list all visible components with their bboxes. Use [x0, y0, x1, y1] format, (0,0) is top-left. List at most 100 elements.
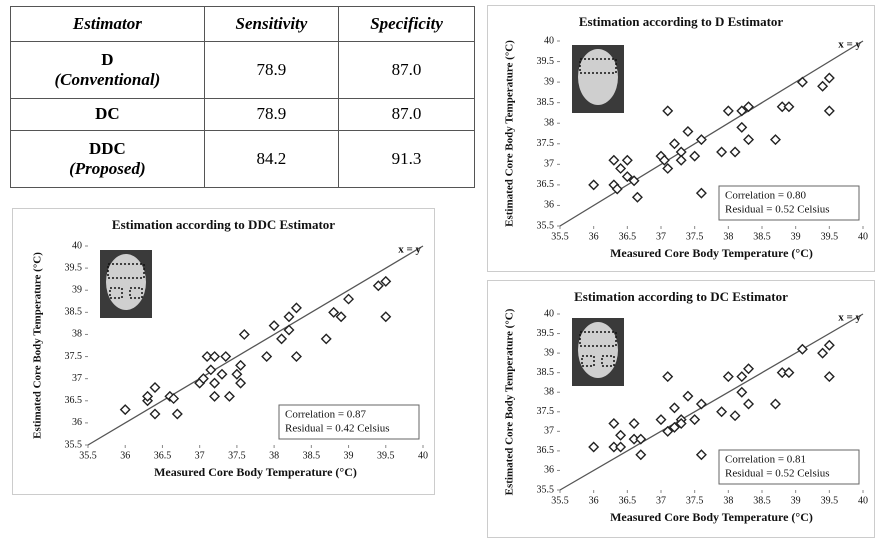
data-point [635, 449, 647, 461]
data-point [736, 105, 748, 117]
data-point [220, 351, 232, 363]
estimator-text: (Conventional) [54, 70, 161, 90]
data-point [722, 105, 734, 117]
data-point [320, 333, 332, 345]
y-tick-label: 39 [72, 285, 82, 296]
identity-line [87, 245, 424, 446]
y-tick-label: 40 [72, 240, 82, 251]
data-point [668, 421, 680, 433]
data-point [695, 398, 707, 410]
data-point [615, 162, 627, 174]
data-point [695, 134, 707, 146]
data-point [695, 187, 707, 199]
data-point [682, 125, 694, 137]
results-table: Estimator Sensitivity Specificity D (Convent… [10, 6, 475, 189]
data-point [615, 429, 627, 441]
value-cell: 87.0 [338, 40, 475, 100]
x-tick-label: 35.5 [551, 231, 569, 242]
x-tick-label: 37.5 [686, 231, 704, 242]
y-tick-label: 37 [72, 373, 82, 384]
data-point [736, 371, 748, 383]
panel-border [487, 280, 875, 538]
header-cell: Estimator [10, 6, 205, 42]
value-cell: 78.9 [203, 98, 340, 131]
data-point [716, 406, 728, 418]
data-point [662, 105, 674, 117]
x-tick-label: 36.5 [154, 450, 172, 461]
data-point [662, 162, 674, 174]
x-tick-label: 40 [858, 231, 868, 242]
data-point [335, 311, 347, 323]
data-point [668, 138, 680, 150]
x-axis-label: Measured Core Body Temperature (°C) [154, 465, 357, 479]
x-tick-label: 38.5 [753, 495, 771, 506]
y-tick-label: 38 [544, 118, 554, 129]
cheek-box [601, 355, 615, 367]
stats-box [718, 185, 860, 221]
data-point [783, 367, 795, 379]
data-point [743, 101, 755, 113]
y-tick-label: 37.5 [65, 351, 83, 362]
data-point [631, 191, 643, 203]
value-cell: 84.2 [203, 129, 340, 189]
data-point [276, 333, 288, 345]
x-tick-label: 36.5 [619, 495, 637, 506]
data-point [608, 418, 620, 430]
data-point [817, 80, 829, 92]
data-point [689, 150, 701, 162]
identity-label: x = y [398, 244, 421, 256]
stats-text: Residual = 0.52 Celsius [725, 468, 830, 480]
x-tick-label: 35.5 [551, 495, 569, 506]
x-tick-label: 37.5 [686, 495, 704, 506]
data-point [736, 386, 748, 398]
data-point [769, 398, 781, 410]
x-tick-label: 39.5 [377, 450, 395, 461]
x-tick-label: 40 [418, 450, 428, 461]
data-point [209, 351, 221, 363]
data-point [743, 363, 755, 375]
forehead-box [579, 58, 617, 74]
identity-line [559, 313, 864, 491]
identity-label: x = y [838, 39, 861, 51]
y-tick-label: 36 [544, 465, 554, 476]
data-point [655, 414, 667, 426]
y-tick-label: 40 [544, 308, 554, 319]
chart-panel: Estimation according to D Estimator35.53… [487, 5, 875, 272]
data-point [283, 324, 295, 336]
data-point [823, 339, 835, 351]
estimator-cell: D (Conventional) [10, 40, 205, 100]
data-point [628, 175, 640, 187]
stats-text: Residual = 0.52 Celsius [725, 204, 830, 216]
data-point [268, 320, 280, 332]
data-point [729, 146, 741, 158]
data-point [628, 418, 640, 430]
stats-box [278, 404, 420, 440]
y-tick-label: 38.5 [537, 367, 555, 378]
x-tick-label: 36 [589, 495, 599, 506]
data-point [743, 134, 755, 146]
y-tick-label: 36 [544, 200, 554, 211]
x-tick-label: 39 [344, 450, 354, 461]
stats-text: Residual = 0.42 Celsius [285, 423, 390, 435]
x-tick-label: 38 [723, 231, 733, 242]
stats-box [718, 449, 860, 485]
data-point [743, 398, 755, 410]
y-tick-label: 36.5 [537, 445, 555, 456]
data-point [611, 183, 623, 195]
data-point [216, 368, 228, 380]
data-point [823, 105, 835, 117]
estimator-cell: DDC (Proposed) [10, 129, 205, 189]
data-point [261, 351, 273, 363]
x-tick-label: 39 [791, 231, 801, 242]
face-shape [578, 322, 618, 378]
data-point [223, 390, 235, 402]
x-tick-label: 39.5 [821, 231, 839, 242]
value-cell: 78.9 [203, 40, 340, 100]
estimator-text: DDC [88, 138, 126, 158]
data-point [817, 347, 829, 359]
data-point [769, 134, 781, 146]
data-point [209, 377, 221, 389]
x-axis-label: Measured Core Body Temperature (°C) [610, 246, 813, 260]
